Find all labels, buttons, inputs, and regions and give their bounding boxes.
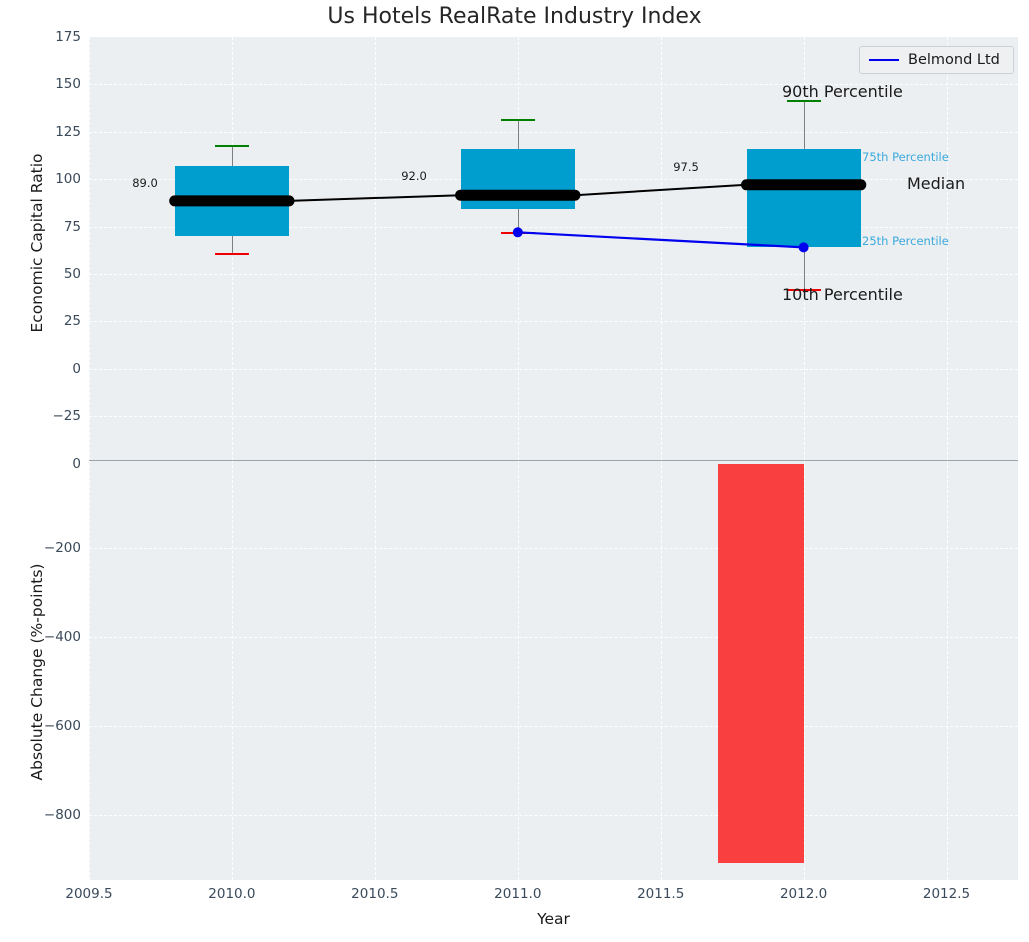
ytick-neg25: −25 — [52, 408, 82, 425]
cap-90th-2010 — [214, 145, 249, 147]
xtick-2011-5: 2011.5 — [637, 886, 685, 902]
chart-title: Us Hotels RealRate Industry Index — [327, 4, 702, 29]
cap-10th-2011 — [500, 232, 535, 235]
ytick-b-neg200: −200 — [43, 540, 81, 556]
bottom-y-axis-label: Absolute Change (%-points) — [28, 563, 46, 781]
legend-label-belmond-ltd: Belmond Ltd — [908, 52, 1000, 68]
cap-90th-2012 — [786, 99, 821, 102]
median-label-2012: 97.5 — [673, 160, 699, 174]
ytick-175: 175 — [55, 29, 81, 45]
ytick-150: 150 — [55, 76, 81, 93]
ytick-75: 75 — [63, 218, 81, 235]
xtick-2010-0: 2010.0 — [208, 886, 256, 902]
ytick-b-neg600: −600 — [43, 717, 81, 734]
legend-swatch-belmond-ltd — [869, 59, 899, 61]
annotation-10th-percentile: 10th Percentile — [782, 285, 903, 304]
bottom-plot-clip — [89, 460, 1018, 880]
xtick-2011-0: 2011.0 — [494, 886, 542, 902]
x-axis-label: Year — [537, 910, 570, 928]
gridline-x-2010-5-b — [374, 460, 376, 880]
gridline-y-neg200 — [89, 548, 1018, 549]
ytick-25: 25 — [63, 313, 81, 330]
ytick-b-neg400: −400 — [43, 628, 81, 645]
legend[interactable]: Belmond Ltd — [859, 46, 1014, 74]
gridline-x-2009-5 — [89, 37, 90, 460]
gridline-y-0 — [89, 368, 1018, 370]
gridline-x-2010-0-b — [231, 460, 233, 880]
gridline-x-2012-5 — [946, 37, 948, 460]
ytick-b-neg800: −800 — [43, 806, 81, 823]
median-label-2010: 89.0 — [132, 176, 158, 190]
annotation-25th-percentile: 25th Percentile — [862, 234, 949, 248]
box-2010[interactable] — [174, 165, 289, 236]
bottom-plot-area — [89, 460, 1018, 880]
annotation-90th-percentile: 90th Percentile — [782, 82, 903, 101]
gridline-x-2011-0 — [517, 37, 519, 460]
annotation-75th-percentile: 75th Percentile — [862, 150, 949, 164]
top-y-axis-label: Economic Capital Ratio — [28, 153, 46, 333]
gridline-x-2009-5-b — [89, 460, 90, 880]
ytick-0: 0 — [72, 360, 81, 377]
median-label-2011: 92.0 — [401, 169, 427, 183]
gridline-y-neg25 — [89, 416, 1018, 418]
annotation-median: Median — [907, 174, 966, 193]
xtick-2009-5: 2009.5 — [65, 886, 113, 902]
ytick-b-0: 0 — [72, 456, 81, 473]
box-2011[interactable] — [460, 148, 575, 210]
xtick-2012-0: 2012.0 — [779, 886, 828, 902]
gridline-x-2011-5 — [660, 37, 662, 460]
xtick-2010-5: 2010.5 — [351, 886, 399, 902]
gridline-x-2011-0-b — [517, 460, 519, 880]
cap-10th-2010 — [214, 253, 249, 255]
zero-axis-line — [89, 460, 1018, 461]
cap-90th-2011 — [500, 118, 535, 121]
gridline-x-2011-5-b — [660, 460, 662, 880]
gridline-y-50 — [89, 274, 1018, 275]
cap-10th-2012 — [786, 289, 821, 292]
gridline-x-2012-0-b — [803, 460, 805, 880]
ytick-125: 125 — [55, 123, 81, 140]
gridline-y-25 — [89, 321, 1018, 323]
xtick-2012-5: 2012.5 — [922, 886, 971, 902]
ytick-100: 100 — [55, 171, 81, 188]
gridline-y-75 — [89, 226, 1018, 228]
gridline-y-125 — [89, 131, 1018, 133]
change-bar-2012[interactable] — [718, 464, 804, 864]
gridline-x-2010-5 — [374, 37, 376, 460]
gridline-y-neg600 — [89, 725, 1018, 727]
gridline-y-neg800 — [89, 814, 1018, 816]
gridline-x-2012-5-b — [946, 460, 948, 880]
gridline-y-neg400 — [89, 636, 1018, 638]
ytick-50: 50 — [63, 266, 81, 282]
box-2012[interactable] — [746, 148, 861, 248]
gridline-y-150 — [89, 84, 1018, 86]
